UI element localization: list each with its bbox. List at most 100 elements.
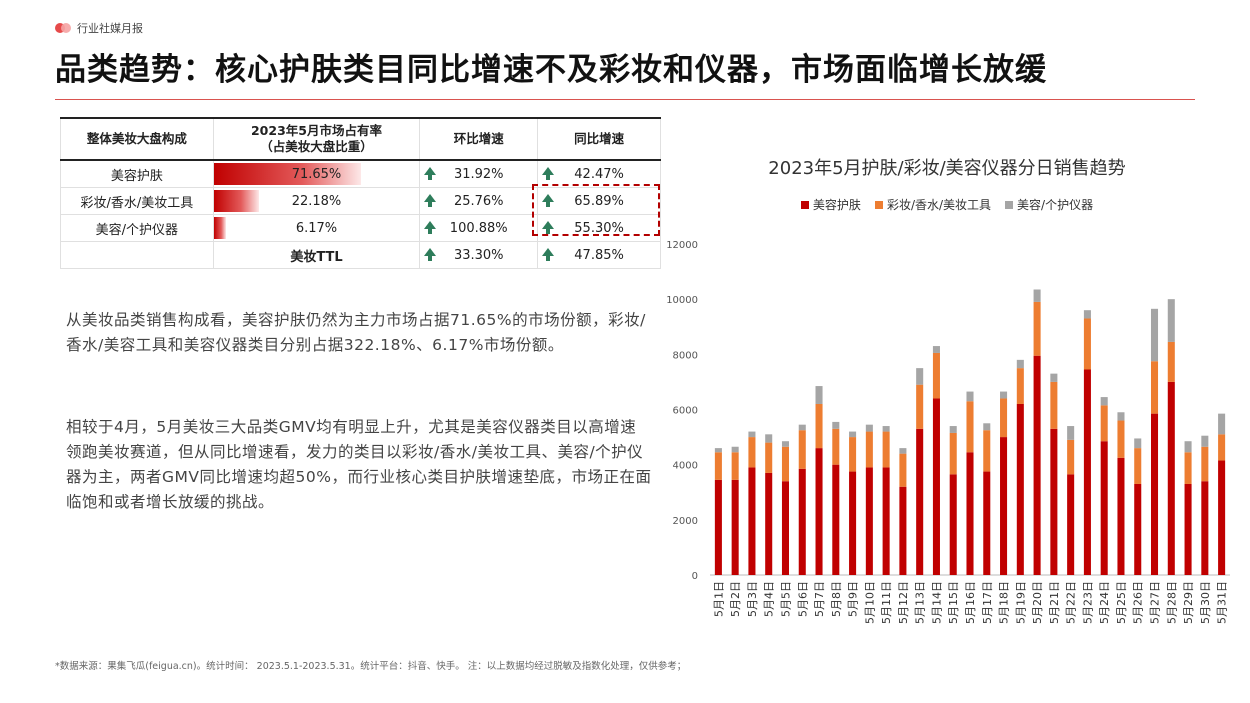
yoy-cell: 55.30% [537,214,661,242]
legend-label: 彩妆/香水/美妆工具 [886,198,992,212]
x-tick-label: 5月3日 [746,581,759,617]
bar-segment-skincare [1201,481,1209,575]
bar-segment-device [849,431,857,438]
x-tick-label: 5月31日 [1216,581,1229,624]
bar-segment-skincare [932,398,940,575]
y-tick-label: 0 [692,571,698,582]
x-tick-label: 5月4日 [763,581,776,617]
bar-segment-makeup [798,430,806,469]
bar-segment-makeup [1016,368,1024,404]
bar-segment-makeup [1050,381,1058,429]
bar-segment-skincare [798,468,806,575]
mom-value: 31.92% [453,166,504,182]
legend-item: 美容护肤 [800,196,861,213]
bar-segment-device [781,441,790,447]
bar-segment-makeup [949,432,957,475]
x-tick-label: 5月18日 [998,581,1011,624]
bar-segment-skincare [832,464,840,575]
share-cell: 71.65% [212,159,421,188]
header-yoy: 同比增速 [537,117,661,161]
paragraph-composition: 从美妆品类销售构成看，美容护肤仍然为主力市场占据71.65%的市场份额，彩妆/香… [66,311,646,354]
legend-label: 美容/个护仪器 [1017,198,1094,212]
bar-segment-device [748,431,756,438]
total-name: 美妆TTL [212,241,421,269]
bar-segment-skincare [748,467,756,575]
bar-segment-skincare [1050,428,1058,575]
bar-segment-makeup [815,403,823,449]
x-tick-label: 5月12日 [897,581,910,624]
bar-segment-skincare [815,448,823,575]
x-tick-label: 5月19日 [1014,581,1027,624]
table-row-total: 美妆TTL 33.30% 47.85% [60,241,661,269]
bar-segment-device [983,423,991,431]
bar-segment-device [932,346,940,353]
up-arrow-icon [424,248,437,261]
y-tick-label: 12000 [666,240,698,251]
up-arrow-icon [424,221,437,234]
page-title: 品类趋势：核心护肤类目同比增速不及彩妆和仪器，市场面临增长放缓 [55,52,1047,88]
bar-segment-skincare [865,467,873,575]
bar-segment-makeup [966,401,974,453]
bar-segment-skincare [1184,483,1192,575]
x-tick-label: 5月2日 [729,581,742,617]
bar-segment-device [1000,391,1008,399]
bar-segment-makeup [1201,446,1209,482]
brand-label: 行业社媒月报 [77,22,143,35]
brand-logo-icon [55,22,71,34]
x-tick-label: 5月28日 [1165,581,1178,624]
bar-segment-skincare [1134,483,1142,575]
total-yoy-cell: 47.85% [537,241,661,269]
bar-segment-skincare [1067,474,1075,575]
share-value: 22.18% [291,193,342,209]
mom-cell: 100.88% [419,214,539,242]
bar-segment-device [714,448,722,453]
y-tick-label: 6000 [673,406,698,417]
table-row: 彩妆/香水/美妆工具 22.18% 25.76% 65.89% [60,187,661,215]
up-arrow-icon [542,167,555,180]
bar-segment-skincare [1167,381,1175,575]
bar-segment-makeup [1067,439,1075,475]
legend-label: 美容护肤 [812,198,861,212]
share-cell: 6.17% [212,214,421,242]
bar-segment-skincare [1218,460,1226,575]
legend-item: 彩妆/香水/美妆工具 [874,196,992,213]
bar-segment-skincare [949,474,957,575]
bar-segment-device [882,426,890,432]
x-tick-label: 5月20日 [1031,581,1044,624]
bar-segment-makeup [1218,434,1226,461]
bar-segment-makeup [1184,452,1192,484]
x-tick-label: 5月27日 [1149,581,1162,624]
up-arrow-icon [542,221,555,234]
bar-segment-makeup [882,431,890,468]
bar-segment-makeup [849,437,857,472]
header-share: 2023年5月市场占有率 （占美妆大盘比重） [212,117,421,161]
y-tick-label: 8000 [673,350,698,361]
x-tick-label: 5月7日 [813,581,826,617]
header-category: 整体美妆大盘构成 [60,117,214,161]
mom-value: 100.88% [449,220,508,236]
x-tick-label: 5月23日 [1081,581,1094,624]
total-mom-cell: 33.30% [419,241,539,269]
category-name: 彩妆/香水/美妆工具 [60,187,214,215]
bar-segment-skincare [1150,413,1159,575]
yoy-value: 65.89% [574,193,624,209]
bar-segment-device [815,386,823,404]
legend-item: 美容/个护仪器 [1005,196,1093,213]
x-tick-label: 5月24日 [1098,581,1111,624]
x-tick-label: 5月1日 [712,581,725,617]
paragraph-growth: 相较于4月，5月美妆三大品类GMV均有明显上升，尤其是美容仪器类目以高增速领跑美… [66,418,652,511]
bar-segment-skincare [1033,355,1041,575]
bar-segment-makeup [765,442,773,473]
bar-segment-device [798,424,806,431]
header-mom: 环比增速 [419,117,539,161]
bar-segment-device [1201,435,1209,447]
bar-segment-makeup [1150,361,1159,414]
bar-segment-makeup [865,431,873,468]
y-tick-label: 10000 [666,295,698,306]
bar-segment-makeup [1083,318,1091,370]
x-tick-label: 5月8日 [830,581,843,617]
bar-segment-skincare [849,471,857,575]
table-row: 美容/个护仪器 6.17% 100.88% 55.30% [60,214,661,242]
bar-segment-makeup [1167,341,1175,382]
bar-segment-skincare [1083,369,1091,575]
